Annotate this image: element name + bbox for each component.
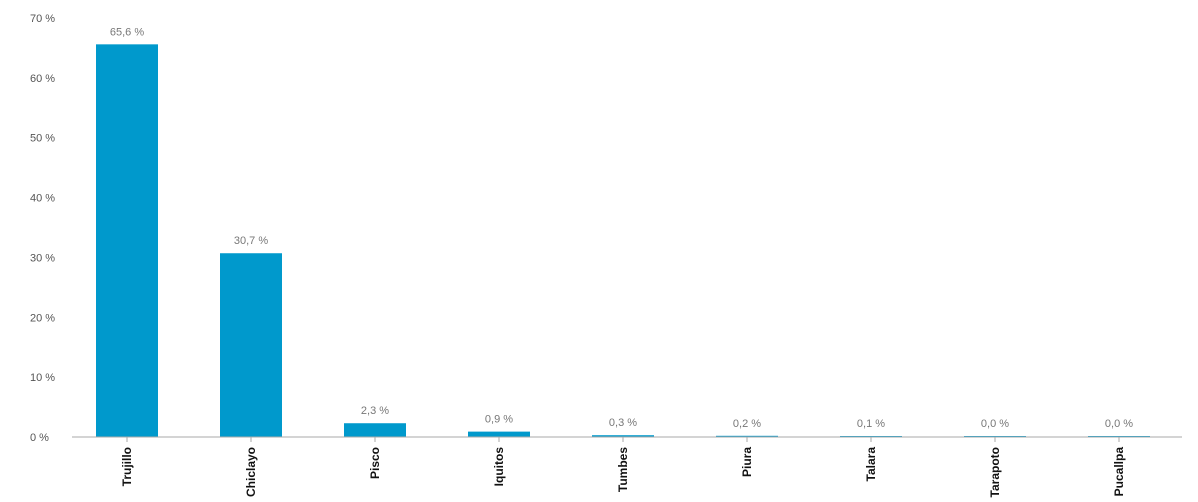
bar: [344, 423, 406, 437]
data-label: 0,1 %: [857, 418, 885, 430]
data-label: 30,7 %: [234, 235, 268, 247]
x-tick-label: Pucallpa: [1112, 447, 1126, 497]
y-tick-label: 50 %: [30, 133, 55, 145]
data-label: 0,3 %: [609, 417, 637, 429]
bar: [592, 435, 654, 437]
data-label: 2,3 %: [361, 405, 389, 417]
bar: [716, 435, 778, 437]
x-tick-label: Iquitos: [492, 447, 506, 487]
bar: [220, 253, 282, 437]
data-label: 0,0 %: [1105, 418, 1133, 430]
data-label: 65,6 %: [110, 26, 144, 38]
x-tick-label: Trujillo: [120, 447, 134, 486]
y-tick-label: 70 %: [30, 13, 55, 25]
y-tick-label: 20 %: [30, 312, 55, 324]
x-tick-label: Tumbes: [616, 447, 630, 492]
x-tick-label: Piura: [740, 447, 754, 477]
bar: [468, 431, 530, 437]
y-tick-label: 40 %: [30, 193, 55, 205]
y-tick-label: 10 %: [30, 372, 55, 384]
x-tick-label: Talara: [864, 447, 878, 482]
data-label: 0,0 %: [981, 418, 1009, 430]
data-label: 0,2 %: [733, 418, 761, 430]
y-tick-label: 60 %: [30, 73, 55, 85]
y-tick-label: 0 %: [30, 432, 49, 444]
x-tick-label: Chiclayo: [244, 447, 258, 497]
y-tick-label: 30 %: [30, 252, 55, 264]
data-label: 0,9 %: [485, 414, 513, 426]
x-tick-label: Tarapoto: [988, 447, 1002, 497]
x-tick-label: Pisco: [368, 447, 382, 479]
bar: [96, 44, 158, 437]
